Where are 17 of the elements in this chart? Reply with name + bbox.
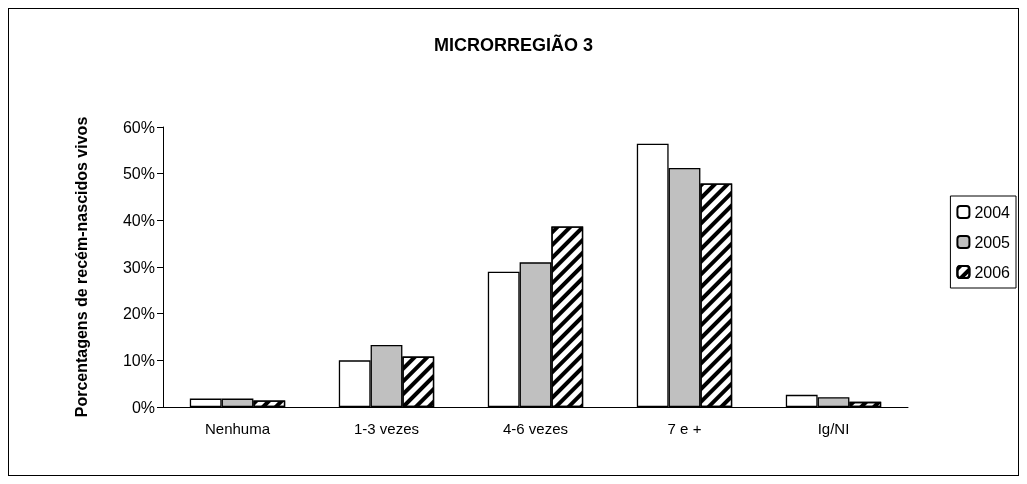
legend-label: 2005 [974, 233, 1011, 251]
x-tick-label: Ig/NI [817, 420, 850, 437]
y-tick-label: 0% [131, 398, 155, 416]
legend-label: 2006 [974, 263, 1011, 281]
y-tick-label: 20% [122, 305, 155, 323]
x-tick-label: 4-6 vezes [502, 420, 569, 437]
x-tick-label: 7 e + [667, 420, 702, 437]
y-tick-label: 40% [122, 211, 155, 229]
legend-label: 2004 [974, 203, 1011, 221]
y-tick-label: 60% [122, 118, 155, 136]
chart-title: MICRORREGIÃO 3 [433, 34, 594, 55]
x-tick-label: 1-3 vezes [353, 420, 420, 437]
x-tick-label: Nenhuma [204, 420, 271, 437]
y-axis-title: Porcentagens de recém-nascidos vivos [72, 116, 90, 418]
y-tick-label: 50% [122, 165, 155, 183]
y-tick-label: 30% [122, 258, 155, 276]
y-tick-label: 10% [122, 351, 155, 369]
